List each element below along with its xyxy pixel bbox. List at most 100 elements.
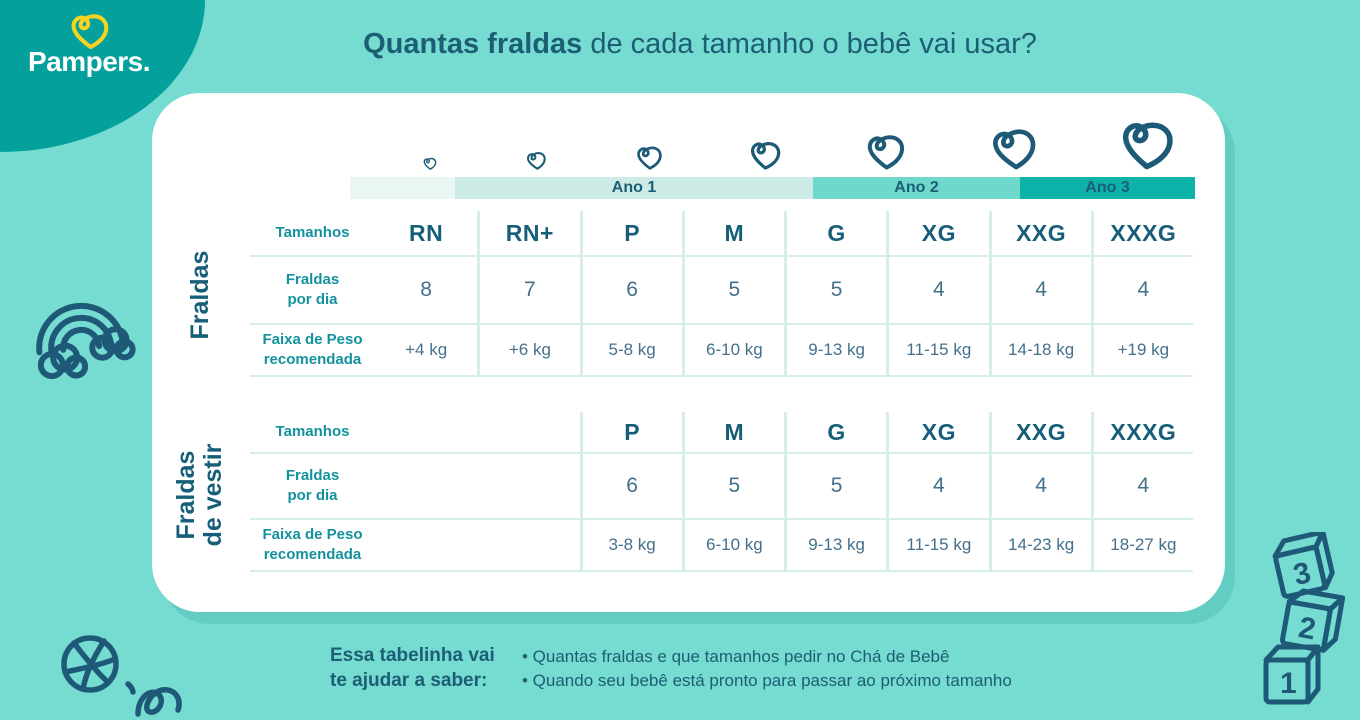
band-label: Ano 1 — [611, 179, 657, 196]
per-day-value — [375, 454, 478, 520]
footer-intro-line: Essa tabelinha vai — [330, 645, 495, 666]
weight-value: 11-15 kg — [886, 325, 989, 377]
size-header: M — [681, 211, 784, 257]
footer-bullet: • Quantas fraldas e que tamanhos pedir n… — [522, 647, 950, 666]
per-day-value: 5 — [784, 454, 887, 520]
row-label-line: por dia — [287, 291, 338, 308]
weight-value: +19 kg — [1090, 325, 1193, 377]
row-label-faixa-de-peso: Faixa de Peso recomendada — [250, 325, 375, 377]
size-header: G — [784, 211, 887, 257]
fraldas-de-vestir-table: Tamanhos P M G XG XXG XXXG Fraldas por d… — [250, 412, 1193, 572]
size-header: G — [784, 412, 887, 454]
per-day-value: 4 — [988, 454, 1091, 520]
ball-doodle-icon — [58, 632, 228, 717]
section-label-line: Fraldas — [172, 450, 200, 540]
per-day-value: 6 — [579, 257, 682, 325]
per-day-value: 6 — [579, 454, 682, 520]
size-header: XXXG — [1090, 211, 1193, 257]
pampers-heart-icon — [748, 139, 783, 171]
title-rest: de cada tamanho o bebê vai usar? — [582, 28, 1037, 60]
timeline-band-ano1: Ano 1 — [455, 177, 813, 199]
weight-value: 9-13 kg — [784, 520, 887, 572]
size-header: P — [579, 412, 682, 454]
weight-value: 9-13 kg — [784, 325, 887, 377]
size-header: M — [681, 412, 784, 454]
per-day-value: 5 — [681, 257, 784, 325]
weight-value: 6-10 kg — [681, 325, 784, 377]
size-header: XXG — [988, 211, 1091, 257]
row-label-line: Fraldas — [285, 467, 340, 484]
per-day-value: 8 — [375, 257, 478, 325]
per-day-value: 4 — [988, 257, 1091, 325]
weight-value: 5-8 kg — [579, 325, 682, 377]
band-label: Ano 3 — [1085, 179, 1130, 196]
weight-value — [477, 520, 580, 572]
row-label-fraldas-por-dia: Fraldas por dia — [250, 454, 375, 520]
section-label-fraldas-de-vestir: Fraldas de vestir — [145, 443, 255, 547]
table-card: Ano 1 Ano 2 Ano 3 Fraldas Fraldas de ves… — [152, 93, 1225, 612]
section-label-fraldas: Fraldas — [145, 245, 255, 345]
footer-bullets: • Quantas fraldas e que tamanhos pedir n… — [522, 645, 1122, 693]
pampers-wordmark: Pampers. — [27, 46, 151, 77]
timeline-band-ano3: Ano 3 — [1020, 177, 1195, 199]
per-day-value: 4 — [1090, 257, 1193, 325]
rainbow-doodle-icon — [24, 246, 136, 386]
footer-intro-line: te ajudar a saber: — [330, 670, 488, 691]
size-header — [477, 412, 580, 454]
weight-value: 18-27 kg — [1090, 520, 1193, 572]
size-header: XXG — [988, 412, 1091, 454]
per-day-value: 5 — [784, 257, 887, 325]
page-title: Quantas fraldas de cada tamanho o bebê v… — [40, 28, 1360, 61]
row-label-line: recomendada — [263, 546, 362, 563]
weight-value: 14-23 kg — [988, 520, 1091, 572]
title-bold: Quantas fraldas — [363, 28, 583, 60]
pampers-heart-icon — [636, 145, 663, 170]
weight-value: 14-18 kg — [988, 325, 1091, 377]
weight-value: +4 kg — [375, 325, 478, 377]
pampers-heart-icon — [525, 150, 547, 171]
pampers-heart-icon — [423, 157, 437, 170]
pampers-heart-icon — [1118, 117, 1176, 172]
row-label-line: Fraldas — [285, 271, 340, 288]
weight-value: 3-8 kg — [579, 520, 682, 572]
per-day-value — [477, 454, 580, 520]
row-label-line: Faixa de Peso — [262, 526, 363, 543]
size-header: XG — [886, 211, 989, 257]
weight-value: +6 kg — [477, 325, 580, 377]
row-label-line: por dia — [287, 487, 338, 504]
weight-value: 6-10 kg — [681, 520, 784, 572]
section-label-line: Fraldas — [185, 250, 214, 340]
block-number: 2 — [1296, 611, 1318, 646]
timeline-band-blank — [350, 177, 455, 199]
footer-bullet: • Quando seu bebê está pronto para passa… — [522, 671, 1012, 690]
pampers-heart-icon — [990, 126, 1039, 171]
size-header: RN+ — [477, 211, 580, 257]
row-label-line: Faixa de Peso — [262, 331, 363, 348]
row-label-tamanhos: Tamanhos — [250, 412, 375, 454]
weight-value: 11-15 kg — [886, 520, 989, 572]
size-header: XG — [886, 412, 989, 454]
section-label-line: de vestir — [199, 443, 227, 547]
size-header: RN — [375, 211, 478, 257]
block-number: 1 — [1280, 667, 1297, 700]
row-label-tamanhos: Tamanhos — [250, 211, 375, 257]
size-header: P — [579, 211, 682, 257]
per-day-value: 7 — [477, 257, 580, 325]
per-day-value: 4 — [1090, 454, 1193, 520]
row-label-line: recomendada — [263, 351, 362, 368]
band-label: Ano 2 — [894, 179, 939, 196]
block-number: 3 — [1290, 556, 1314, 592]
row-label-fraldas-por-dia: Fraldas por dia — [250, 257, 375, 325]
per-day-value: 4 — [886, 257, 989, 325]
footer-intro: Essa tabelinha vai te ajudar a saber: — [330, 643, 495, 693]
blocks-doodle-icon: 3 2 1 — [1252, 532, 1352, 707]
pampers-heart-icon — [866, 133, 906, 170]
size-header — [375, 412, 478, 454]
weight-value — [375, 520, 478, 572]
fraldas-table: Tamanhos RN RN+ P M G XG XXG XXXG Fralda… — [250, 211, 1193, 377]
per-day-value: 5 — [681, 454, 784, 520]
row-label-faixa-de-peso: Faixa de Peso recomendada — [250, 520, 375, 572]
per-day-value: 4 — [886, 454, 989, 520]
timeline-band-ano2: Ano 2 — [813, 177, 1020, 199]
